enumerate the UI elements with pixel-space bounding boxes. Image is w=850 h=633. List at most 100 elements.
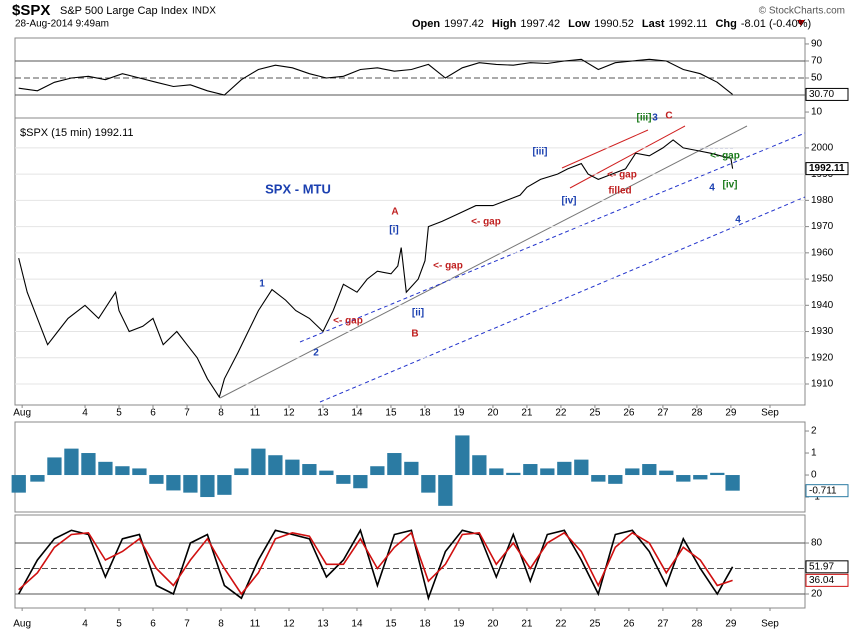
bar: [438, 475, 453, 506]
annotation: A: [391, 207, 398, 218]
x-tick-label: 18: [419, 408, 431, 419]
trendline: [219, 125, 748, 399]
channel-line: [319, 196, 806, 403]
quote-label: Chg: [715, 18, 736, 30]
x-tick-label: 22: [555, 408, 567, 419]
wedge-line: [569, 125, 686, 189]
x-tick-label: 25: [589, 619, 601, 630]
x-tick-label: 26: [623, 408, 635, 419]
x-tick-label: 25: [589, 408, 601, 419]
bar: [625, 468, 640, 476]
exchange: INDX: [192, 6, 216, 17]
y-tick-label: 1960: [811, 247, 834, 258]
x-tick-label: 13: [317, 619, 329, 630]
annotation: [iv]: [723, 180, 738, 191]
stoch-frame: [14, 514, 806, 609]
x-tick-label: 21: [521, 408, 533, 419]
annotation: <- gap: [607, 170, 637, 181]
bar: [455, 435, 470, 476]
annotation: 3: [652, 113, 658, 124]
x-tick-label: 28: [691, 408, 703, 419]
x-tick-label: 27: [657, 408, 669, 419]
bar: [693, 475, 708, 480]
x-tick-label: 8: [218, 408, 224, 419]
y-tick-label: -1: [811, 492, 820, 503]
y-tick-label: 10: [811, 107, 823, 118]
channel-line: [299, 132, 806, 343]
value-box: [805, 162, 849, 176]
annotation: 1: [259, 279, 265, 290]
bar: [489, 468, 504, 476]
copyright: © StockCharts.com: [759, 6, 845, 17]
x-tick-label: Aug: [13, 619, 31, 630]
y-tick-label: 80: [811, 538, 823, 549]
annotation: filled: [608, 186, 631, 197]
quote-value: -8.01 (-0.40%): [741, 18, 811, 30]
y-tick-label: 1940: [811, 300, 834, 311]
quote-label: High: [492, 18, 517, 30]
series-line: [18, 139, 734, 399]
bar: [200, 475, 215, 498]
annotation: [iv]: [562, 196, 577, 207]
y-tick-label: 1910: [811, 379, 834, 390]
annotation: <- gap: [471, 217, 501, 228]
bar: [725, 475, 740, 491]
quote-value: 1992.11: [669, 18, 708, 30]
bar: [540, 468, 555, 476]
bar: [166, 475, 181, 491]
bar: [557, 461, 572, 476]
x-tick-label: 14: [351, 619, 363, 630]
x-tick-label: 27: [657, 619, 669, 630]
x-tick-label: 6: [150, 408, 156, 419]
x-tick-label: 4: [82, 408, 88, 419]
bar: [115, 466, 130, 476]
bar: [659, 470, 674, 476]
bar: [132, 468, 147, 476]
x-tick-label: 26: [623, 619, 635, 630]
current-value: 1992.11: [809, 163, 845, 174]
wedge-line: [561, 129, 649, 169]
y-tick-label: 1920: [811, 352, 834, 363]
x-tick-label: 22: [555, 619, 567, 630]
bar: [319, 470, 334, 476]
annotation: 2: [313, 348, 319, 359]
annotation: SPX - MTU: [265, 181, 331, 196]
bar: [710, 472, 725, 476]
bar: [81, 453, 96, 476]
index-name: S&P 500 Large Cap Index: [60, 5, 188, 17]
x-tick-label: 28: [691, 619, 703, 630]
annotation: [ii]: [412, 308, 424, 319]
x-tick-label: 11: [250, 619, 261, 630]
bar: [30, 475, 45, 482]
value-box: [805, 484, 849, 498]
quote-label: Low: [568, 18, 590, 30]
price-frame: [14, 117, 806, 406]
value-box: [805, 573, 849, 587]
annotation: <- gap: [433, 261, 463, 272]
y-tick-label: 50: [811, 73, 823, 84]
x-tick-label: 29: [725, 619, 737, 630]
bar: [268, 455, 283, 476]
y-tick-label: 70: [811, 56, 823, 67]
hist-frame: [14, 421, 806, 513]
bar: [336, 475, 351, 484]
value-box: [805, 560, 849, 574]
series-line: [18, 531, 733, 596]
annotation: C: [665, 111, 672, 122]
bar: [64, 448, 79, 476]
x-tick-label: 5: [116, 619, 122, 630]
x-tick-label: 21: [521, 619, 533, 630]
y-tick-label: 1930: [811, 326, 834, 337]
bar: [149, 475, 164, 484]
panel-label: $SPX (15 min) 1992.11: [20, 127, 134, 139]
y-tick-label: 2: [811, 426, 817, 437]
bar: [217, 475, 232, 495]
x-tick-label: 13: [317, 408, 329, 419]
bar: [234, 468, 249, 476]
series-line: [17, 528, 734, 601]
bar: [353, 475, 368, 489]
x-tick-label: Aug: [13, 408, 31, 419]
y-tick-label: 1950: [811, 274, 834, 285]
bar: [506, 472, 521, 476]
